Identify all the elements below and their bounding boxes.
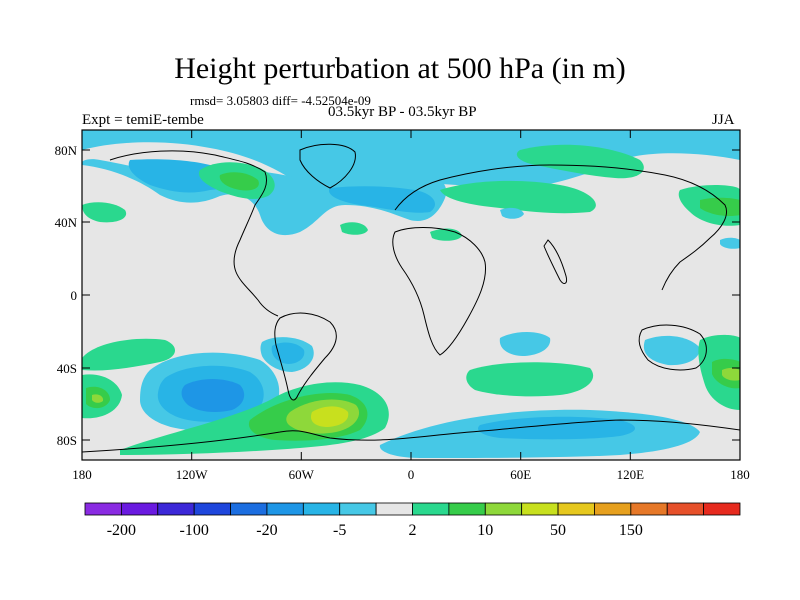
y-tick-label: 80S	[57, 433, 77, 448]
contour-region	[466, 362, 594, 397]
colorbar-swatch	[484, 502, 523, 516]
contour-region	[722, 367, 740, 381]
colorbar-swatch	[266, 502, 304, 516]
colorbar-swatch	[557, 502, 595, 516]
coastline-australia	[638, 324, 707, 371]
colorbar-swatch	[630, 502, 668, 516]
rmsd-diff-line: rmsd= 3.05803 diff= -4.52504e-09	[190, 93, 371, 108]
colorbar-label: -200	[107, 522, 136, 539]
colorbar-swatch	[448, 502, 486, 516]
contour-region	[643, 335, 700, 366]
coastlines	[82, 143, 740, 453]
contour-region	[720, 237, 740, 249]
colorbar-label: 10	[477, 522, 493, 539]
contour-region	[499, 332, 551, 356]
contour-region	[478, 416, 635, 440]
colorbar-swatch	[84, 502, 122, 516]
y-axis: 80N 40N 0 40S 80S	[55, 143, 740, 448]
colorbar-swatch	[594, 502, 632, 516]
contour-region	[92, 394, 104, 403]
colorbar-swatch	[375, 502, 413, 516]
colorbar-swatch	[193, 502, 231, 516]
contour-region	[310, 406, 349, 427]
contour-region	[500, 207, 524, 219]
y-tick-label: 40N	[55, 215, 78, 230]
x-tick-label: 60E	[510, 467, 531, 482]
x-axis: 180 120W 60W 0 60E 120E 180	[72, 130, 750, 482]
coastline-north-america	[109, 150, 279, 317]
x-tick-label: 180	[72, 467, 92, 482]
colorbar-swatch	[339, 502, 377, 516]
contour-region	[440, 180, 596, 214]
x-tick-label: 180	[730, 467, 750, 482]
y-tick-label: 80N	[55, 143, 78, 158]
colorbar-label: 2	[409, 522, 417, 539]
colorbar-label: 50	[550, 522, 566, 539]
colorbar-swatch	[521, 502, 559, 516]
contour-region	[219, 172, 259, 191]
colorbar-swatch	[703, 502, 741, 516]
y-tick-label: 40S	[57, 361, 77, 376]
colorbar-swatch	[302, 502, 341, 516]
coastline-antarctica	[82, 419, 740, 453]
colorbar-label: -100	[180, 522, 209, 539]
x-tick-label: 0	[408, 467, 415, 482]
contour-region	[82, 202, 127, 223]
coastline-india	[543, 239, 567, 284]
colorbar-label: -20	[256, 522, 277, 539]
colorbar: -200 -100 -20 -5 2 10 50 150	[84, 502, 741, 539]
coastline-africa	[392, 227, 487, 356]
y-tick-label: 0	[71, 288, 78, 303]
colorbar-label: -5	[333, 522, 346, 539]
x-tick-label: 120W	[176, 467, 209, 482]
contour-region	[329, 186, 435, 213]
colorbar-swatch	[230, 502, 268, 516]
colorbar-swatch	[157, 502, 195, 516]
x-tick-label: 120E	[617, 467, 645, 482]
season-label: JJA	[712, 112, 735, 128]
contour-region	[340, 222, 368, 235]
coastline-south-america	[274, 312, 337, 401]
contour-region	[82, 338, 176, 371]
colorbar-swatch	[412, 502, 450, 516]
colorbar-swatch	[666, 502, 705, 516]
x-tick-label: 60W	[289, 467, 315, 482]
period-label: 03.5kyr BP - 03.5kyr BP	[328, 104, 477, 120]
colorbar-label: 150	[619, 522, 643, 539]
contour-fields	[82, 130, 740, 458]
contour-region	[700, 197, 740, 217]
coastline-greenland	[299, 143, 356, 189]
contour-region	[181, 379, 245, 413]
experiment-label: Expt = temiE-tembe	[82, 112, 204, 128]
plot-title: Height perturbation at 500 hPa (in m)	[174, 52, 626, 85]
coastline-eurasia	[394, 164, 727, 291]
contour-region	[516, 144, 644, 179]
colorbar-swatch	[120, 502, 159, 516]
